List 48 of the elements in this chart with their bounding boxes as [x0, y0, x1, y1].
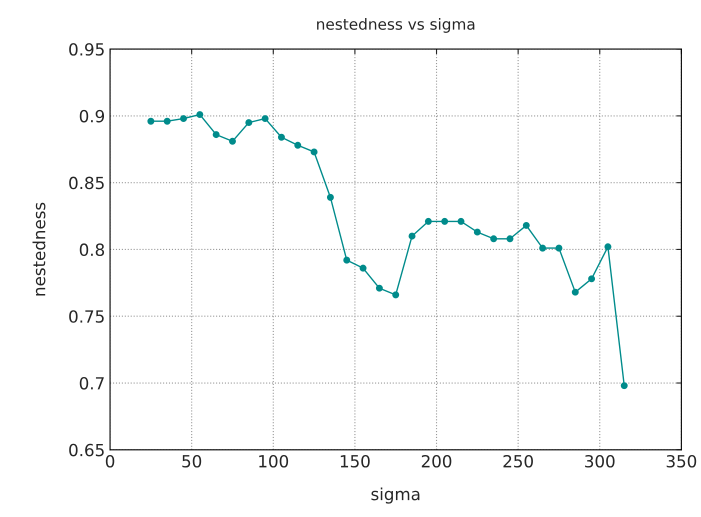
point: [229, 138, 236, 145]
y-tick-label: 0.9: [80, 110, 104, 122]
point: [424, 218, 432, 225]
point: [326, 194, 334, 201]
y-tick-label: 0.75: [69, 310, 104, 323]
x-tick-label: 100: [259, 454, 288, 468]
point: [343, 256, 350, 264]
point: [588, 275, 596, 282]
x-tick-label: 200: [422, 454, 452, 468]
point: [522, 222, 530, 229]
point: [506, 235, 514, 242]
point: [164, 118, 171, 125]
point: [310, 148, 318, 156]
point: [555, 244, 562, 252]
x-tick-label: 0: [106, 454, 114, 468]
point: [278, 134, 285, 141]
y-tick-label: 0.95: [69, 43, 104, 56]
point: [408, 232, 416, 240]
x-tick-label: 250: [503, 454, 533, 468]
y-tick-label: 0.65: [69, 444, 104, 456]
point: [360, 264, 367, 272]
point: [620, 382, 628, 390]
point: [474, 228, 481, 236]
chart-title: nestedness vs sigma: [317, 18, 474, 33]
x-tick-label: 350: [666, 454, 696, 468]
point: [245, 119, 252, 126]
point: [147, 118, 154, 125]
point: [180, 115, 187, 122]
y-axis-title: nestedness: [32, 202, 46, 296]
y-tick-label: 0.85: [69, 176, 104, 190]
point: [441, 218, 448, 225]
point: [539, 244, 546, 252]
point: [392, 291, 400, 298]
point: [262, 115, 269, 122]
point: [458, 218, 464, 225]
point: [572, 288, 579, 296]
y-tick-label: 0.8: [80, 243, 104, 256]
point: [376, 284, 383, 292]
point: [294, 142, 302, 149]
x-axis-title: sigma: [371, 487, 420, 504]
point: [604, 243, 612, 250]
x-tick-label: 50: [182, 454, 202, 468]
x-tick-label: 300: [585, 454, 615, 468]
y-tick-label: 0.7: [80, 376, 104, 390]
point: [490, 235, 498, 242]
point: [196, 111, 204, 118]
point: [212, 131, 220, 138]
x-tick-label: 150: [340, 454, 370, 468]
